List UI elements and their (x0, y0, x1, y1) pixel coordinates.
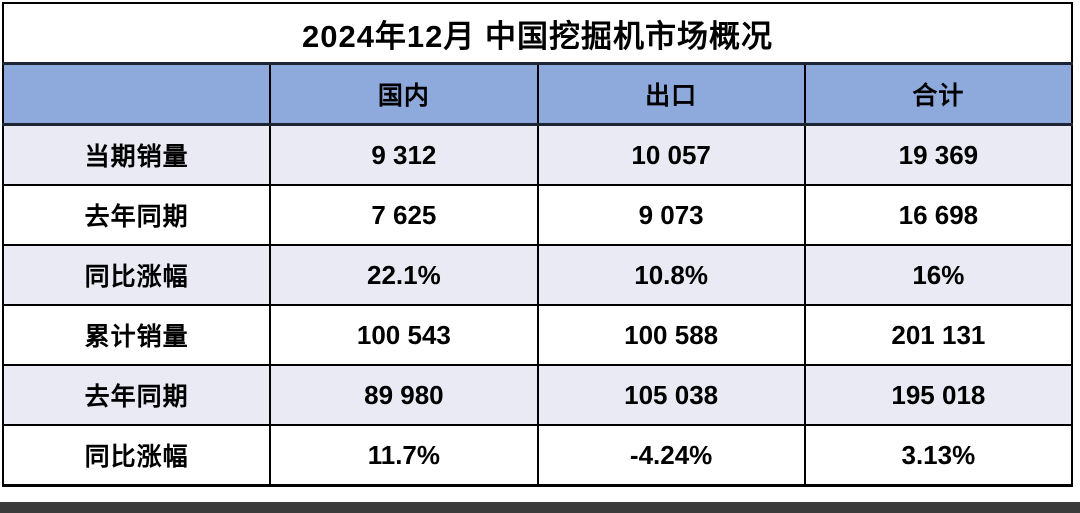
value-cell: 22.1% (269, 244, 539, 306)
value-cell: 3.13% (803, 424, 1074, 487)
value-cell: 100 588 (536, 304, 806, 366)
value-cell: 16% (803, 244, 1074, 306)
header-cell-export: 出口 (536, 62, 806, 126)
table-row: 去年同期 7 625 9 073 16 698 (1, 184, 1074, 246)
value-cell: 105 038 (536, 364, 806, 426)
value-cell: 19 369 (803, 123, 1074, 186)
bottom-shadow-bar (0, 502, 1080, 513)
table-row: 去年同期 89 980 105 038 195 018 (1, 364, 1074, 426)
row-label-cell: 累计销量 (1, 304, 272, 366)
header-cell-domestic: 国内 (269, 62, 539, 126)
row-label-cell: 当期销量 (1, 123, 272, 186)
value-cell: 11.7% (269, 424, 539, 487)
header-row: 国内 出口 合计 (1, 62, 1074, 126)
value-cell: 10 057 (536, 123, 806, 186)
row-label-cell: 同比涨幅 (1, 244, 272, 306)
value-cell: 7 625 (269, 184, 539, 246)
value-cell: 9 312 (269, 123, 539, 186)
table-body: 当期销量 9 312 10 057 19 369 去年同期 7 625 9 073 16 69… (1, 123, 1074, 487)
value-cell: 201 131 (803, 304, 1074, 366)
value-cell: 10.8% (536, 244, 806, 306)
row-label-cell: 同比涨幅 (1, 424, 272, 487)
table-row: 同比涨幅 11.7% -4.24% 3.13% (1, 424, 1074, 487)
header-cell-total: 合计 (803, 62, 1074, 126)
value-cell: 89 980 (269, 364, 539, 426)
value-cell: -4.24% (536, 424, 806, 487)
table-title: 2024年12月 中国挖掘机市场概况 (2, 2, 1073, 62)
value-cell: 9 073 (536, 184, 806, 246)
row-label-cell: 去年同期 (1, 364, 272, 426)
table-row: 当期销量 9 312 10 057 19 369 (1, 123, 1074, 186)
row-label-cell: 去年同期 (1, 184, 272, 246)
value-cell: 100 543 (269, 304, 539, 366)
market-table-sheet: 2024年12月 中国挖掘机市场概况 国内 出口 合计 当期销量 9 312 10 … (1, 2, 1074, 487)
table-row: 同比涨幅 22.1% 10.8% 16% (1, 244, 1074, 306)
header-cell-blank (1, 62, 272, 126)
value-cell: 16 698 (803, 184, 1074, 246)
market-data-table: 国内 出口 合计 当期销量 9 312 10 057 19 369 去年同期 7 625 9… (1, 62, 1074, 487)
value-cell: 195 018 (803, 364, 1074, 426)
table-row: 累计销量 100 543 100 588 201 131 (1, 304, 1074, 366)
